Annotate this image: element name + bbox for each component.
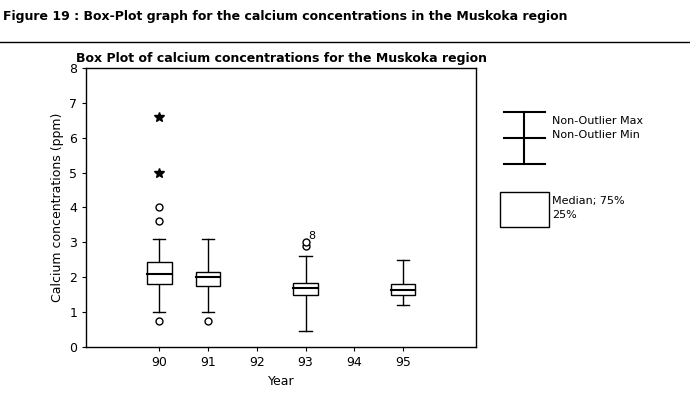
Bar <box>293 282 317 295</box>
Text: 8: 8 <box>308 231 315 241</box>
Title: Box Plot of calcium concentrations for the Muskoka region: Box Plot of calcium concentrations for t… <box>76 52 486 65</box>
Text: Non-Outlier Max
Non-Outlier Min: Non-Outlier Max Non-Outlier Min <box>552 116 643 140</box>
Bar <box>147 262 172 284</box>
Text: Median; 75%
25%: Median; 75% 25% <box>552 196 624 219</box>
Y-axis label: Calcium concentrations (ppm): Calcium concentrations (ppm) <box>50 113 63 302</box>
Bar <box>196 272 220 286</box>
Text: Figure 19 : Box-Plot graph for the calcium concentrations in the Muskoka region: Figure 19 : Box-Plot graph for the calci… <box>3 10 568 23</box>
X-axis label: Year: Year <box>268 375 295 388</box>
Bar <box>391 284 415 295</box>
